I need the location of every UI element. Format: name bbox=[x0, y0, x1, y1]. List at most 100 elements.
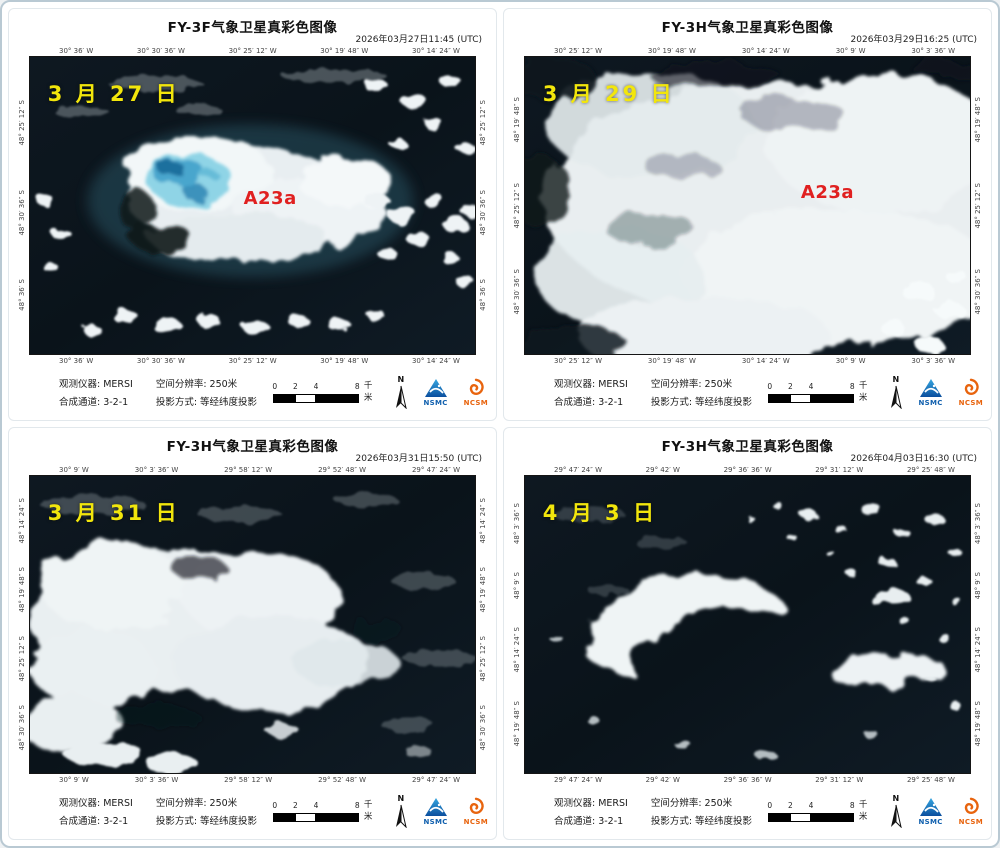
axis-tick-label: 30° 9′ W bbox=[59, 465, 89, 474]
satellite-image: 3 月 29 日 A23a bbox=[524, 56, 971, 355]
ncsm-flame-icon bbox=[469, 378, 484, 395]
timestamp: 2026年04月03日16:30 (UTC) bbox=[850, 454, 977, 464]
metadata-block: 观测仪器: MERSI 空间分辨率: 250米 合成通道: 3-2-1 投影方式: 等经… bbox=[554, 376, 755, 408]
axis-tick-label: 30° 30′ 36″ W bbox=[136, 356, 185, 365]
instrument-label: 观测仪器: bbox=[59, 798, 101, 809]
panel-footer: 观测仪器: MERSI 空间分辨率: 250米 合成通道: 3-2-1 投影方式: 等经… bbox=[15, 785, 490, 837]
axis-tick-label: 48° 25′ 12″ S bbox=[479, 100, 487, 146]
nsmc-logo: NSMC bbox=[423, 797, 447, 826]
north-needle-icon bbox=[395, 804, 407, 828]
axis-tick-label: 30° 36′ W bbox=[59, 46, 94, 55]
lat-axis-left: 48° 25′ 12″ S 48° 30′ 36″ S 48° 36′ S bbox=[15, 56, 29, 355]
axis-tick-label: 29° 47′ 24″ W bbox=[554, 775, 603, 784]
axis-tick-label: 30° 30′ 36″ W bbox=[136, 46, 185, 55]
panel-title: FY-3H气象卫星真彩色图像 bbox=[661, 439, 834, 455]
map-row: 48° 14′ 24″ S 48° 19′ 48″ S 48° 25′ 12″ S 4… bbox=[15, 475, 490, 774]
scale-tick: 0 bbox=[272, 381, 278, 391]
axis-tick-label: 48° 30′ 36″ S bbox=[479, 705, 487, 751]
axis-tick-label: 29° 52′ 48″ W bbox=[318, 775, 367, 784]
lon-axis-bottom: 30° 36′ W 30° 30′ 36″ W 30° 25′ 12″ W 30° 1… bbox=[31, 355, 474, 366]
axis-tick-label: 48° 19′ 48″ S bbox=[479, 567, 487, 613]
timestamp: 2026年03月27日11:45 (UTC) bbox=[355, 35, 482, 45]
lat-axis-right: 48° 19′ 48″ S 48° 25′ 12″ S 48° 30′ 36″ S bbox=[971, 56, 985, 355]
ncsm-flame-icon bbox=[964, 378, 979, 395]
scale-tick: 4 bbox=[313, 800, 319, 810]
logos: NSMC NCSM bbox=[423, 797, 488, 826]
ncsm-logo: NCSM bbox=[959, 797, 983, 826]
scale-tick: 2 bbox=[787, 800, 793, 810]
satellite-art bbox=[30, 476, 475, 773]
lat-axis-right: 48° 3′ 36″ S 48° 9′ S 48° 14′ 24″ S 48° 19′… bbox=[971, 475, 985, 774]
axis-tick-label: 30° 3′ 36″ W bbox=[911, 356, 955, 365]
timestamp: 2026年03月31日15:50 (UTC) bbox=[355, 454, 482, 464]
metadata-block: 观测仪器: MERSI 空间分辨率: 250米 合成通道: 3-2-1 投影方式: 等经… bbox=[59, 795, 260, 827]
lat-axis-left: 48° 3′ 36″ S 48° 9′ S 48° 14′ 24″ S 48° 19′… bbox=[510, 475, 524, 774]
scale-unit: 千米 bbox=[858, 799, 868, 822]
satellite-art bbox=[30, 57, 475, 354]
instrument-value: MERSI bbox=[598, 379, 628, 390]
channels-value: 3-2-1 bbox=[103, 816, 129, 827]
axis-tick-label: 48° 19′ 48″ S bbox=[513, 96, 521, 143]
ncsm-text: NCSM bbox=[958, 398, 983, 407]
nsmc-triangle-icon bbox=[919, 378, 942, 397]
axis-tick-label: 30° 9′ W bbox=[835, 46, 866, 55]
channels-value: 3-2-1 bbox=[598, 816, 624, 827]
nsmc-logo: NSMC bbox=[423, 378, 447, 407]
nsmc-logo: NSMC bbox=[918, 378, 942, 407]
scale-tick: 2 bbox=[787, 381, 793, 391]
axis-tick-label: 30° 19′ 48″ W bbox=[320, 46, 369, 55]
instrument-value: MERSI bbox=[103, 379, 133, 390]
axis-tick-label: 48° 14′ 24″ S bbox=[974, 627, 982, 673]
axis-tick-label: 48° 30′ 36″ S bbox=[18, 189, 26, 236]
north-label: N bbox=[397, 793, 405, 803]
map-row: 48° 3′ 36″ S 48° 9′ S 48° 14′ 24″ S 48° 19′… bbox=[510, 475, 985, 774]
lon-axis-bottom: 30° 9′ W 30° 3′ 36″ W 29° 58′ 12″ W 29° 52′… bbox=[31, 774, 474, 785]
projection-value: 等经纬度投影 bbox=[200, 816, 258, 827]
nsmc-triangle-icon bbox=[424, 378, 447, 397]
axis-tick-label: 48° 19′ 48″ S bbox=[513, 700, 521, 747]
scale-tick: 2 bbox=[292, 381, 298, 391]
north-needle-icon bbox=[890, 385, 902, 409]
resolution-label: 空间分辨率: bbox=[650, 798, 702, 809]
logos: NSMC NCSM bbox=[918, 797, 983, 826]
nsmc-text: NSMC bbox=[918, 398, 943, 407]
axis-tick-label: 48° 30′ 36″ S bbox=[479, 189, 487, 236]
lat-axis-right: 48° 14′ 24″ S 48° 19′ 48″ S 48° 25′ 12″ S 4… bbox=[476, 475, 490, 774]
nsmc-text: NSMC bbox=[918, 817, 943, 826]
axis-tick-label: 29° 42′ W bbox=[645, 775, 680, 784]
panel-header: FY-3H气象卫星真彩色图像 2026年03月29日16:25 (UTC) bbox=[510, 13, 985, 45]
axis-tick-label: 30° 25′ 12″ W bbox=[554, 356, 603, 365]
axis-tick-label: 48° 9′ S bbox=[974, 571, 982, 600]
axis-tick-label: 48° 14′ 24″ S bbox=[18, 498, 26, 544]
axis-tick-label: 30° 3′ 36″ W bbox=[134, 775, 179, 784]
satellite-image: 3 月 31 日 bbox=[29, 475, 476, 774]
nsmc-logo: NSMC bbox=[918, 797, 942, 826]
axis-tick-label: 48° 25′ 12″ S bbox=[513, 182, 521, 229]
axis-tick-label: 30° 14′ 24″ W bbox=[741, 46, 790, 55]
scale-tick: 0 bbox=[767, 800, 773, 810]
axis-tick-label: 48° 14′ 24″ S bbox=[479, 498, 487, 544]
panel-title: FY-3F气象卫星真彩色图像 bbox=[167, 20, 338, 36]
timestamp: 2026年03月29日16:25 (UTC) bbox=[850, 35, 977, 45]
axis-tick-label: 48° 9′ S bbox=[513, 571, 521, 600]
map-row: 48° 19′ 48″ S 48° 25′ 12″ S 48° 30′ 36″ S bbox=[510, 56, 985, 355]
nsmc-triangle-icon bbox=[919, 797, 942, 816]
axis-tick-label: 29° 31′ 12″ W bbox=[815, 775, 864, 784]
lon-axis-top: 30° 25′ 12″ W 30° 19′ 48″ W 30° 14′ 24″ W 3… bbox=[526, 45, 969, 56]
axis-tick-label: 29° 52′ 48″ W bbox=[318, 465, 367, 474]
date-label: 4 月 3 日 bbox=[542, 500, 657, 525]
north-label: N bbox=[892, 374, 900, 384]
scale-tick: 0 bbox=[767, 381, 773, 391]
nsmc-text: NSMC bbox=[423, 817, 448, 826]
axis-tick-label: 48° 19′ 48″ S bbox=[974, 700, 982, 747]
date-label: 3 月 29 日 bbox=[542, 81, 675, 106]
north-label: N bbox=[892, 793, 900, 803]
axis-tick-label: 48° 25′ 12″ S bbox=[18, 636, 26, 682]
projection-value: 等经纬度投影 bbox=[695, 816, 753, 827]
axis-tick-label: 48° 36′ S bbox=[18, 279, 26, 311]
axis-tick-label: 48° 30′ 36″ S bbox=[513, 268, 521, 315]
axis-tick-label: 30° 3′ 36″ W bbox=[134, 465, 179, 474]
logos: NSMC NCSM bbox=[918, 378, 983, 407]
map-row: 48° 25′ 12″ S 48° 30′ 36″ S 48° 36′ S bbox=[15, 56, 490, 355]
ncsm-text: NCSM bbox=[463, 398, 488, 407]
